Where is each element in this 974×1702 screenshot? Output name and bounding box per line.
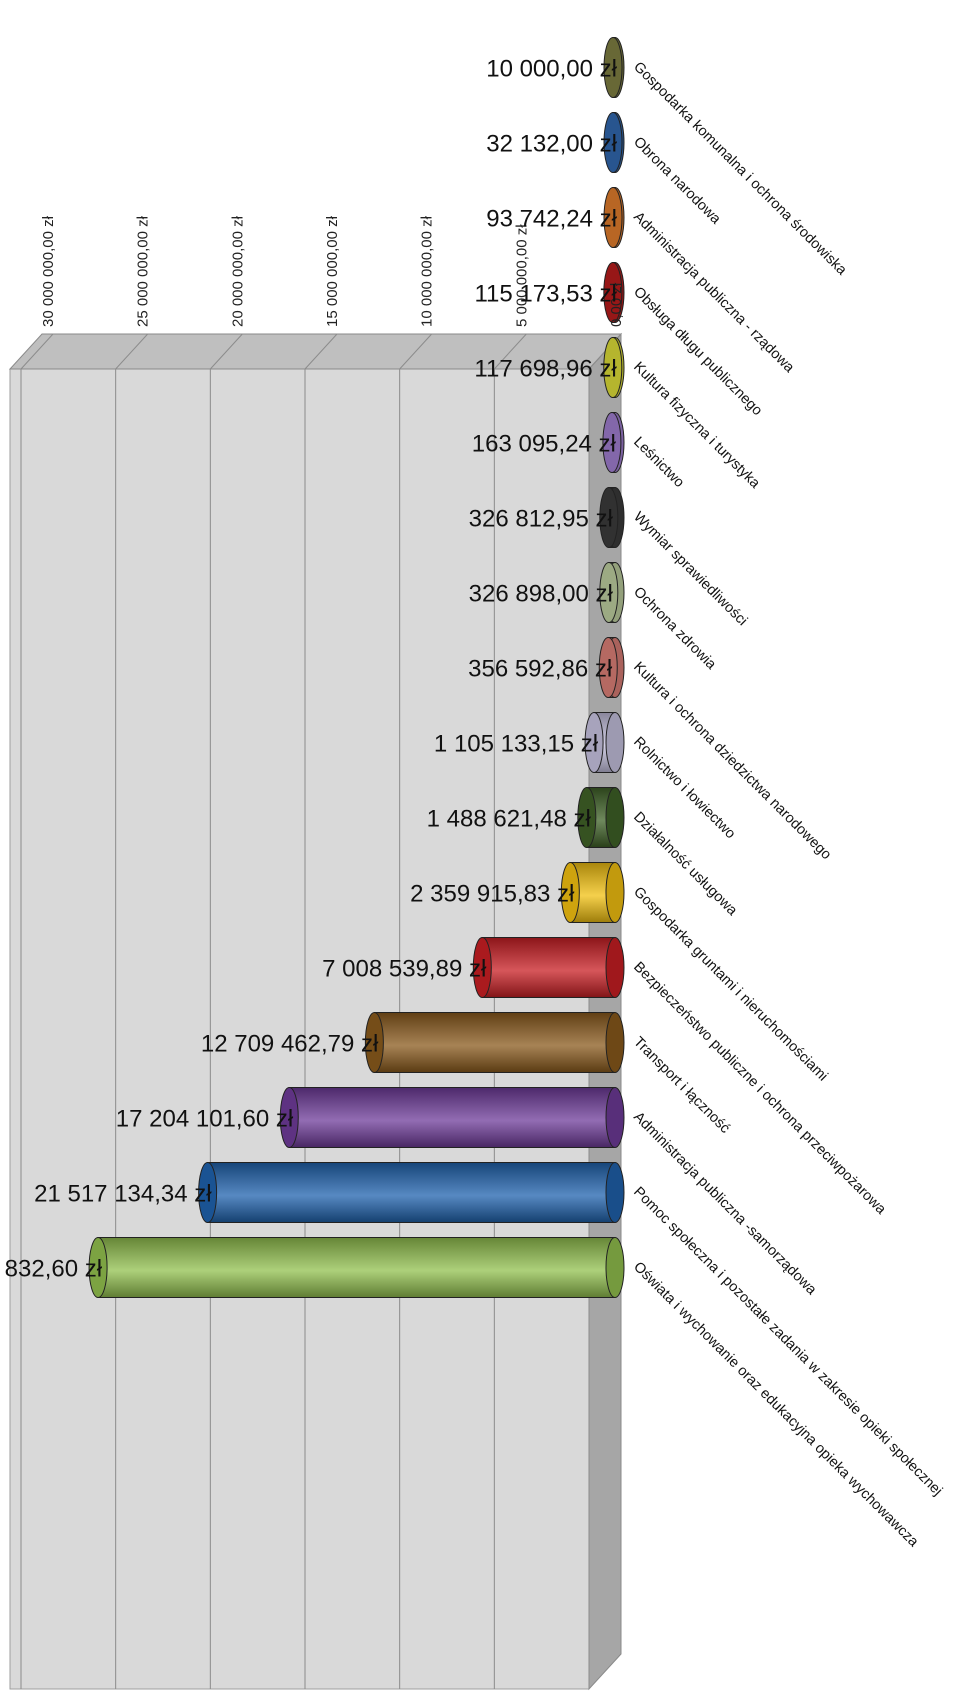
chart-walls (8, 332, 623, 1691)
category-label: Leśnictwo (630, 434, 687, 491)
bar-end-cap (472, 937, 492, 998)
data-label: 117 698,96 zł (474, 356, 617, 383)
data-label: 326 898,00 zł (469, 581, 614, 608)
category-labels: Oświata i wychowanie oraz edukacyjna opi… (630, 59, 945, 1551)
data-label: 12 709 462,79 zł (201, 1031, 379, 1058)
bar-body (288, 1087, 616, 1148)
bar-body (97, 1237, 616, 1298)
category-label: Bezpieczeństwo publiczne i ochrona przec… (630, 959, 889, 1218)
bar-end-cap (584, 712, 604, 773)
bars (88, 37, 625, 1298)
bar-end-cap (599, 487, 619, 548)
gridline-floor (209, 333, 243, 370)
data-label: 115 173,53 zł (474, 281, 617, 308)
bar-end-cap (602, 412, 622, 473)
data-label: 1 105 133,15 zł (434, 731, 599, 758)
axis-tick-label: 30 000 000,00 zł (40, 215, 57, 327)
bar-base-cap (605, 787, 625, 848)
bar-body (373, 1012, 616, 1073)
bar-end-cap (603, 37, 623, 98)
gridline-floor (115, 333, 149, 370)
bar-base-cap (605, 862, 625, 923)
bar-end-cap (577, 787, 597, 848)
bar-end-cap (603, 112, 623, 173)
bar-end-cap (198, 1162, 218, 1223)
data-label: 356 592,86 zł (468, 656, 613, 683)
data-label: 93 742,24 zł (486, 206, 617, 233)
bar-end-cap (599, 562, 619, 623)
axis-tick-labels: 0,00 zł 5 000 000,00 zł 10 000 000,00 zł 15… (40, 215, 625, 327)
bar-end-cap (88, 1237, 108, 1298)
axis-tick-label: 10 000 000,00 zł (419, 215, 436, 327)
bar-base-cap (605, 1087, 625, 1148)
bar-end-cap (603, 187, 623, 248)
bar-end-cap (364, 1012, 384, 1073)
category-label: Obsługa długu publicznego (630, 284, 765, 419)
data-label: 17 204 101,60 zł (116, 1106, 294, 1133)
gridline-floor (493, 333, 527, 370)
gridline-floor (20, 333, 54, 370)
category-label: Oświata i wychowanie oraz edukacyjna opi… (630, 1259, 922, 1551)
bar-body (481, 937, 616, 998)
bar-body (207, 1162, 616, 1223)
data-label: 10 000,00 zł (486, 56, 617, 83)
data-label: 326 812,95 zł (469, 506, 614, 533)
bar-base-cap (605, 937, 625, 998)
gridline-floor (304, 333, 338, 370)
bar-end-cap (598, 637, 618, 698)
bar-base-cap (605, 1237, 625, 1298)
bar-end-cap (560, 862, 580, 923)
axis-tick-label: 15 000 000,00 zł (324, 215, 341, 327)
category-label: Administracja publiczna - rządowa (630, 209, 798, 377)
bar-base-cap (605, 1162, 625, 1223)
data-label: 32 132,00 zł (486, 131, 617, 158)
axis-tick-label: 5 000 000,00 zł (513, 224, 530, 327)
data-labels: 27 301 832,60 zł 21 517 134,34 zł 17 204 1… (0, 56, 618, 1283)
category-label: Pomoc społeczna i pozostałe zadania w za… (630, 1184, 945, 1499)
axis-tick-label: 0,00 zł (608, 282, 625, 327)
data-label: 7 008 539,89 zł (322, 956, 487, 983)
axis-tick-label: 25 000 000,00 zł (135, 215, 152, 327)
bar-base-cap (605, 1012, 625, 1073)
data-label: 1 488 621,48 zł (427, 806, 592, 833)
data-label: 163 095,24 zł (472, 431, 617, 458)
data-label: 21 517 134,34 zł (34, 1181, 212, 1208)
bar-end-cap (603, 337, 623, 398)
gridline-floor (399, 333, 433, 370)
data-label: 27 301 832,60 zł (0, 1256, 103, 1283)
data-label: 2 359 915,83 zł (410, 881, 575, 908)
category-label: Kultura fizyczna i turystyka (630, 359, 763, 492)
bar-end-cap (603, 262, 623, 323)
bar-base-cap (605, 712, 625, 773)
bar-end-cap (279, 1087, 299, 1148)
axis-tick-label: 20 000 000,00 zł (229, 215, 246, 327)
